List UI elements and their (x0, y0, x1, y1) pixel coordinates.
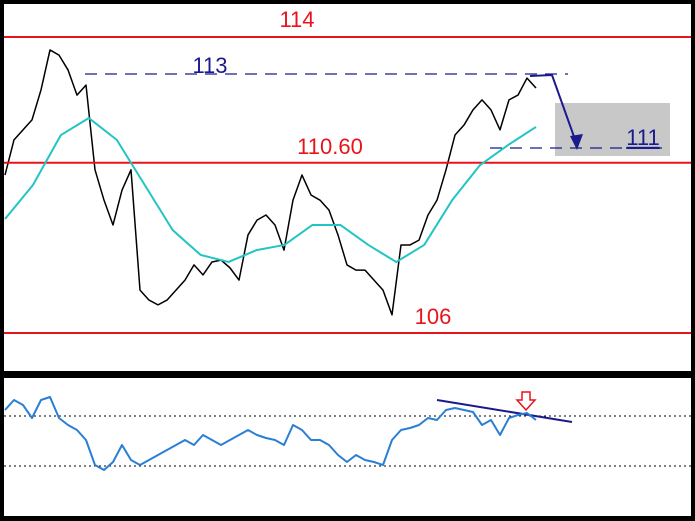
level-label: 113 (192, 53, 227, 78)
rsi-panel (4, 378, 691, 516)
series-line (4, 49, 537, 316)
divergence-marker (515, 391, 537, 412)
price-panel (4, 4, 691, 371)
rsi-trendline (436, 399, 573, 423)
forecast-arrow (529, 73, 578, 146)
series-line (4, 396, 537, 471)
arrow-head (570, 134, 583, 150)
level-label: 111 (626, 125, 659, 150)
level-label: 106 (415, 304, 452, 329)
series-line (4, 117, 537, 263)
level-label: 110.60 (297, 134, 363, 159)
level-label: 114 (279, 7, 314, 32)
target-zone (555, 103, 670, 156)
